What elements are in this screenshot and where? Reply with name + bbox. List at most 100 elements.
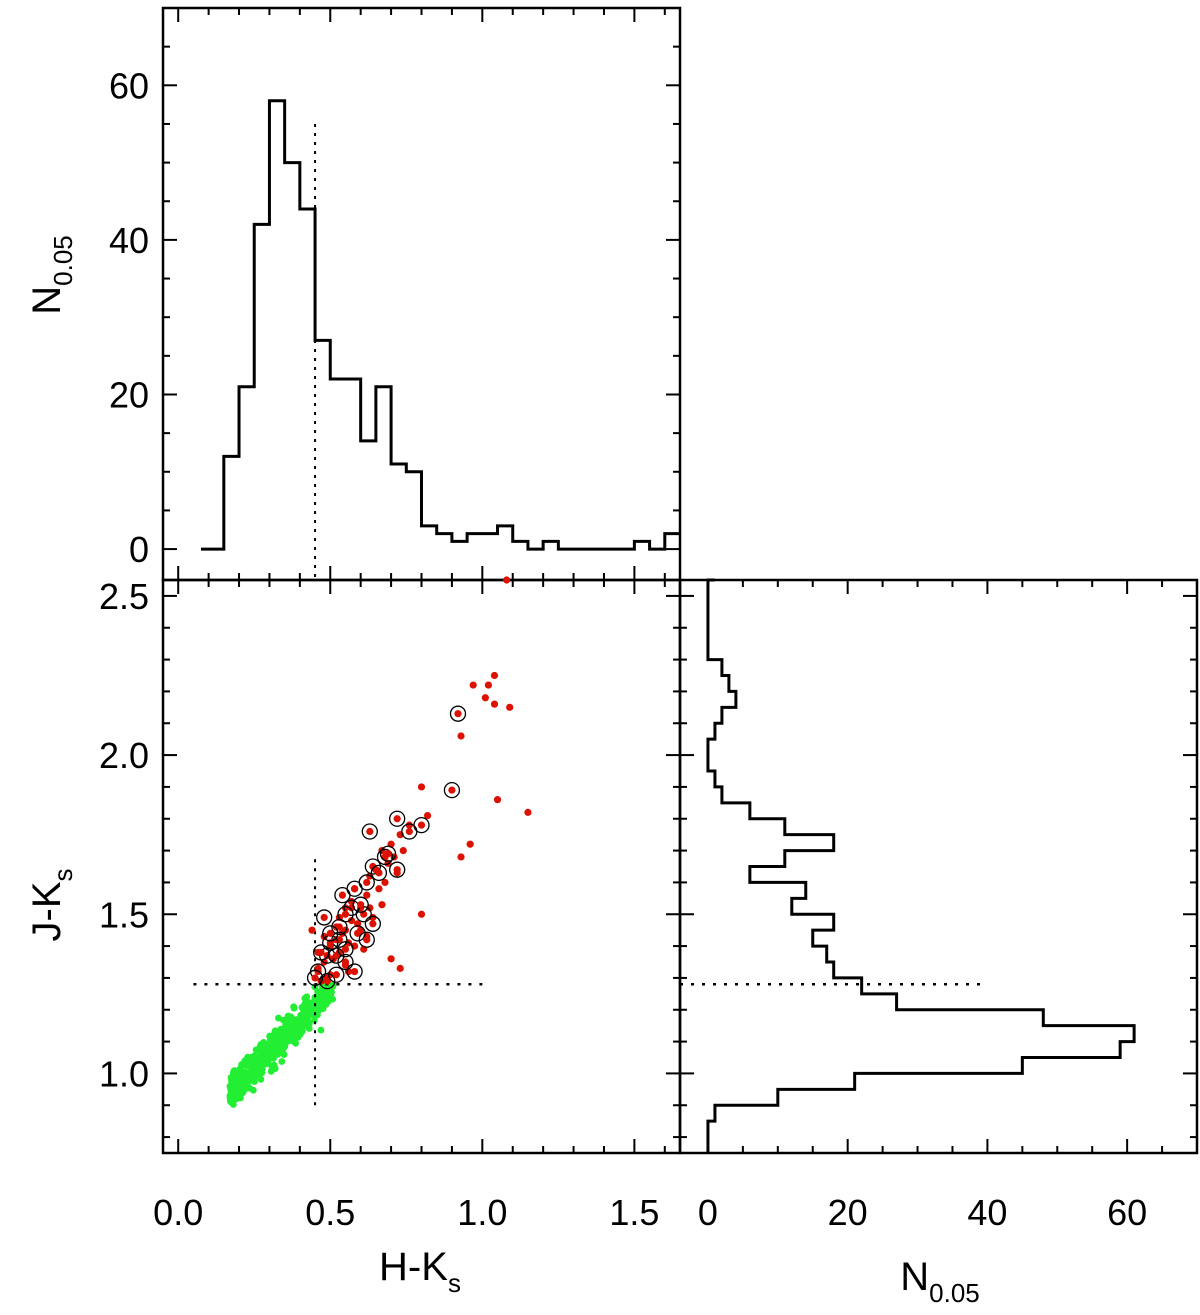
green-point xyxy=(278,1058,286,1065)
circle-marker xyxy=(401,823,418,840)
green-point xyxy=(241,1085,249,1093)
red-point xyxy=(457,853,465,861)
green-point xyxy=(251,1078,258,1085)
circled-red-point xyxy=(332,952,340,960)
circle-marker xyxy=(370,864,388,882)
scatter-y-tick-label: 1.0 xyxy=(99,1053,149,1094)
circled-red-point xyxy=(366,827,374,836)
circle-marker xyxy=(337,941,354,958)
circled-red-point xyxy=(338,891,347,899)
green-point xyxy=(257,1041,265,1048)
red-point xyxy=(481,694,489,702)
circle-marker xyxy=(306,969,324,987)
red-point xyxy=(490,671,499,680)
green-point xyxy=(306,1007,314,1015)
green-point xyxy=(317,1026,325,1034)
green-point xyxy=(252,1072,260,1079)
green-point xyxy=(252,1046,260,1054)
circled-red-point xyxy=(369,920,377,928)
circled-red-point xyxy=(332,971,340,979)
red-point xyxy=(524,808,532,816)
circled-red-point xyxy=(393,866,401,874)
circled-red-point xyxy=(363,878,371,887)
right-panel-frame xyxy=(678,578,1199,1155)
top-y-axis-label: N0.05 xyxy=(25,235,78,315)
top-y-tick-label: 60 xyxy=(109,65,149,106)
green-point xyxy=(249,1086,257,1094)
green-point xyxy=(316,996,324,1004)
top-y-tick-label: 40 xyxy=(109,220,149,261)
scatter-x-axis-label: H-Ks xyxy=(379,1245,461,1298)
red-point xyxy=(405,821,413,829)
circled-red-point xyxy=(448,786,456,794)
circled-red-point xyxy=(341,945,350,953)
red-point xyxy=(417,783,426,791)
red-point xyxy=(423,811,432,820)
green-point xyxy=(227,1085,234,1093)
red-point xyxy=(375,885,383,893)
red-point xyxy=(466,840,474,848)
green-point xyxy=(231,1067,238,1074)
green-point xyxy=(244,1053,252,1061)
red-point xyxy=(363,891,371,899)
circle-marker xyxy=(334,887,351,904)
circle-marker xyxy=(358,931,375,948)
green-point xyxy=(283,1022,290,1030)
green-point xyxy=(274,1050,282,1058)
red-point xyxy=(457,732,465,740)
circled-red-point xyxy=(317,948,325,957)
circle-marker xyxy=(328,966,345,983)
scatter-y-tick-label: 2.0 xyxy=(99,735,149,776)
scatter-y-axis-label-main: J-K xyxy=(25,881,69,941)
red-point xyxy=(490,700,499,708)
circled-red-point xyxy=(311,974,319,982)
circled-red-point xyxy=(335,923,343,931)
circled-red-point xyxy=(384,850,392,858)
red-point xyxy=(396,964,404,972)
right-x-tick-label: 20 xyxy=(828,1192,868,1233)
scatter-x-tick-label: 1.0 xyxy=(457,1192,507,1233)
circled-red-point xyxy=(363,936,371,944)
green-point xyxy=(239,1061,247,1069)
red-point xyxy=(387,955,395,963)
circle-marker xyxy=(389,810,406,827)
circled-red-point xyxy=(320,913,328,922)
green-point xyxy=(271,1028,279,1036)
green-point xyxy=(245,1061,253,1069)
circle-marker xyxy=(331,918,348,936)
green-point xyxy=(328,988,335,996)
red-point xyxy=(308,926,316,934)
circled-red-point xyxy=(341,958,350,966)
red-point xyxy=(381,878,389,887)
circled-red-point xyxy=(405,827,413,836)
green-point xyxy=(262,1060,270,1068)
circled-red-point xyxy=(369,862,377,871)
circle-marker xyxy=(337,953,354,971)
green-point xyxy=(273,1045,281,1053)
red-point xyxy=(347,917,356,925)
top-histogram-step xyxy=(201,99,680,551)
green-point xyxy=(305,999,313,1007)
circle-marker xyxy=(312,944,330,961)
green-point xyxy=(251,1053,259,1061)
green-point xyxy=(266,1032,274,1040)
green-point xyxy=(298,1004,306,1011)
scatter-x-tick-label: 0.0 xyxy=(153,1192,203,1233)
green-point xyxy=(299,1016,307,1024)
scatter-y-axis-label-sub: s xyxy=(48,869,78,882)
red-point xyxy=(506,703,514,711)
right-x-tick-label: 0 xyxy=(698,1192,718,1233)
green-point xyxy=(257,1076,265,1083)
green-point xyxy=(271,1065,279,1072)
red-point xyxy=(417,910,426,918)
circle-marker xyxy=(379,845,397,862)
red-point xyxy=(484,681,493,689)
right-x-tick-label: 40 xyxy=(967,1192,1007,1233)
green-point xyxy=(230,1091,238,1099)
top-y-axis-label-sub: 0.05 xyxy=(48,235,78,286)
circled-red-point xyxy=(417,821,426,829)
circled-red-point xyxy=(354,929,362,937)
scatter-y-tick-label: 2.5 xyxy=(99,576,149,617)
scatter-x-tick-label: 0.5 xyxy=(305,1192,355,1233)
green-point xyxy=(244,1076,251,1083)
